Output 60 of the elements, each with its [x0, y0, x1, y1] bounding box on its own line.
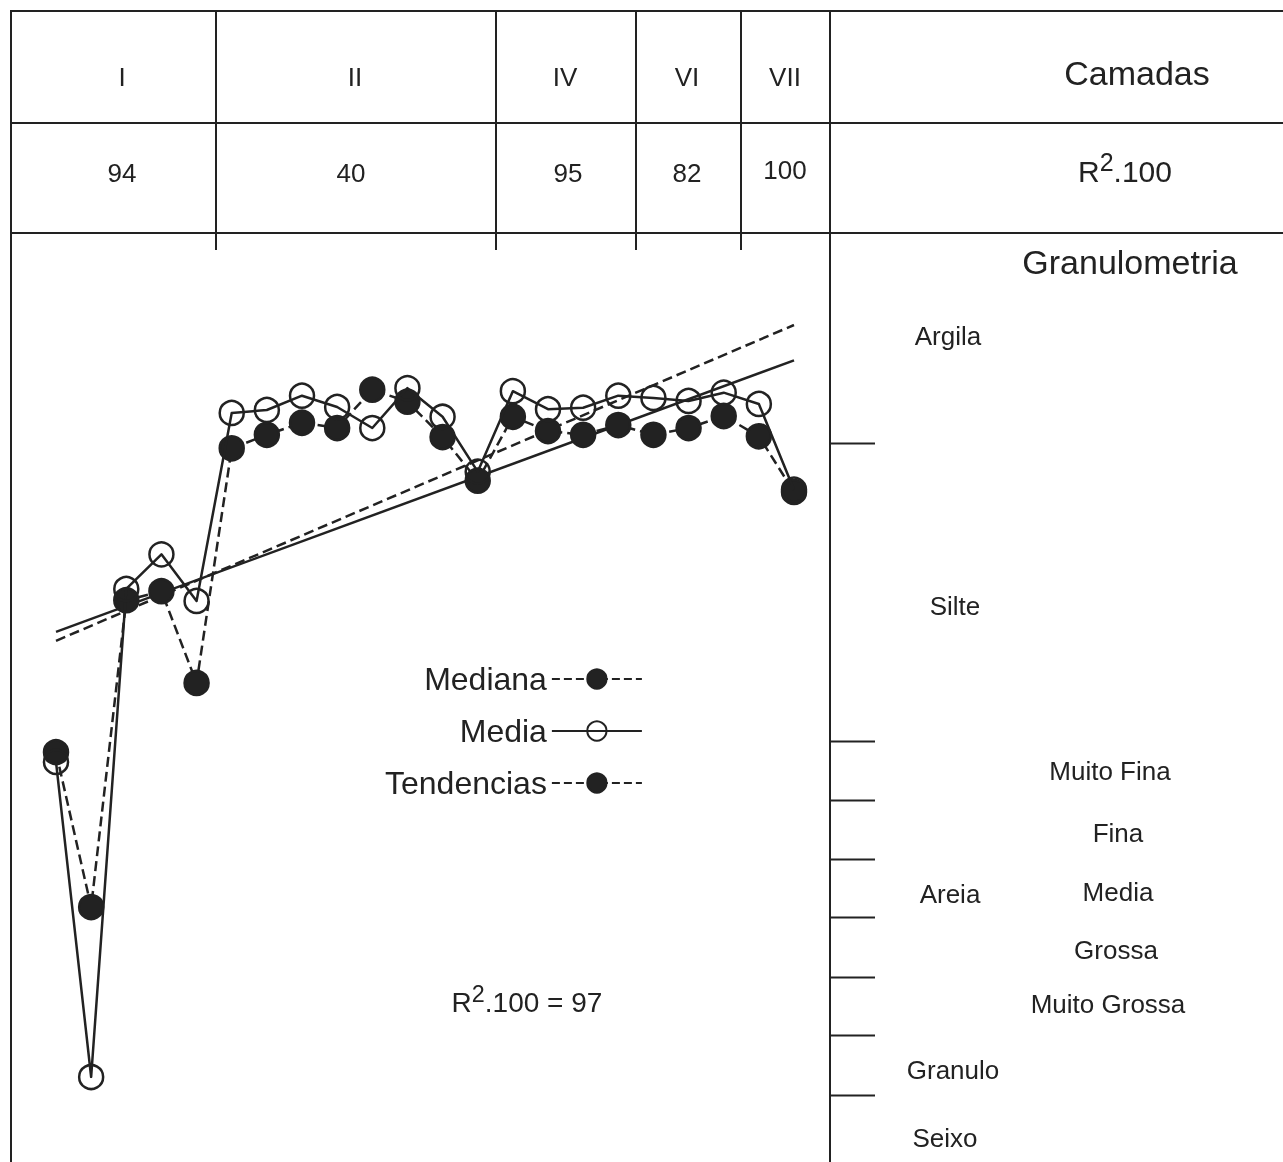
- point: [253, 421, 281, 449]
- text: R$^{2}$.100: [1078, 147, 1172, 188]
- annotation: R$^{2}$.100 = 97: [451, 980, 603, 1019]
- point: [675, 414, 702, 442]
- text: Grossa: [1074, 935, 1158, 965]
- text: VI: [674, 62, 700, 92]
- text: IV: [552, 62, 578, 92]
- point: [359, 414, 386, 442]
- point: [218, 399, 245, 427]
- point: [605, 411, 632, 439]
- text: 100: [763, 155, 807, 185]
- point: [77, 1063, 105, 1091]
- point: [148, 541, 175, 568]
- point: [148, 577, 175, 605]
- point: [359, 376, 386, 403]
- text: Granulometria: [1022, 243, 1238, 281]
- text: Fina: [1092, 818, 1144, 848]
- legend-label: Mediana: [424, 661, 548, 697]
- text: Media: [1082, 877, 1154, 907]
- point: [499, 377, 527, 405]
- point: [183, 587, 210, 615]
- point: [323, 393, 351, 421]
- text: Camadas: [1064, 54, 1210, 92]
- text: II: [347, 62, 363, 92]
- text: Areia: [919, 879, 981, 909]
- legend-label: Media: [459, 713, 548, 749]
- text: Silte: [929, 591, 981, 621]
- point: [640, 421, 667, 449]
- point: [640, 384, 667, 412]
- text: 40: [336, 158, 366, 188]
- point: [675, 387, 702, 415]
- point: [183, 669, 210, 697]
- point: [253, 396, 281, 424]
- point: [745, 423, 773, 450]
- text: I: [118, 62, 126, 92]
- point: [605, 382, 632, 409]
- text: Muito Grossa: [1030, 989, 1186, 1019]
- point: [534, 417, 562, 445]
- point: [745, 390, 773, 418]
- point: [288, 409, 316, 436]
- text: VII: [769, 62, 801, 92]
- text: Muito Fina: [1049, 756, 1171, 786]
- point: [288, 382, 316, 409]
- point: [218, 435, 245, 462]
- text: 82: [672, 158, 702, 188]
- point: [77, 893, 105, 921]
- text: 94: [107, 158, 137, 188]
- point: [569, 421, 597, 449]
- legend-label: Tendencias: [385, 765, 547, 801]
- point: [534, 395, 562, 423]
- point: [499, 403, 527, 430]
- point: [710, 379, 737, 406]
- text: Argila: [914, 321, 982, 351]
- point: [710, 402, 737, 430]
- text: 95: [553, 158, 583, 188]
- text: Granulo: [906, 1055, 1000, 1085]
- text: Seixo: [912, 1123, 978, 1153]
- point: [323, 414, 351, 442]
- point: [429, 403, 456, 430]
- point: [569, 394, 597, 421]
